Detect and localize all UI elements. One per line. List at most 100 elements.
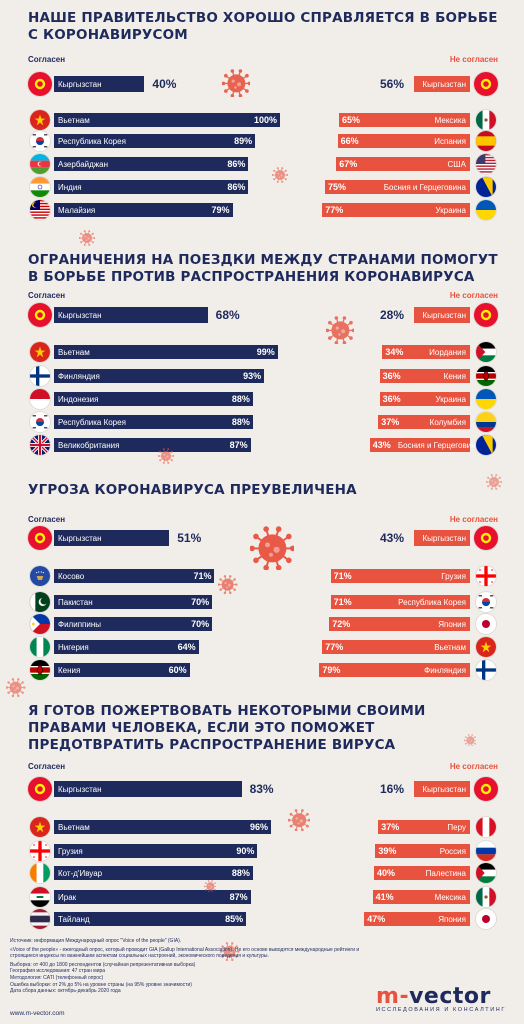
bar-disagree: 47% Япония — [364, 912, 470, 926]
bar-country-name: Украина — [435, 205, 466, 215]
bar-agree: Республика Корея 89% — [54, 134, 256, 148]
bar-country-name: Республика Корея — [58, 136, 126, 146]
bar-value: 79% — [322, 665, 341, 675]
flag-ba — [476, 177, 496, 197]
chart-title: ОГРАНИЧЕНИЯ НА ПОЕЗДКИ МЕЖДУ СТРАНАМИ ПО… — [28, 252, 498, 285]
flag-jo — [476, 342, 496, 362]
bar-country-name: Кыргызстан — [58, 79, 102, 89]
bar-country-name: Босния и Герцеговина — [397, 440, 481, 450]
bar-country-name: Кыргызстан — [58, 533, 102, 543]
bar-disagree: 75% Босния и Герцеговина — [325, 180, 470, 194]
bar-value: 99% — [256, 347, 275, 357]
bar-value: 90% — [236, 846, 255, 856]
flag-ba — [476, 435, 496, 455]
value-kyrgyzstan-agree: 68% — [215, 308, 240, 322]
flag-kr — [476, 592, 496, 612]
coronavirus-icon — [221, 68, 251, 98]
flag-kyrgyzstan — [474, 526, 498, 550]
bar-disagree: 72% Япония — [329, 617, 470, 631]
bar-kyrgyzstan-agree: Кыргызстан — [54, 76, 145, 92]
bar-agree: Великобритания 87% — [54, 438, 251, 452]
bar-agree: Грузия 90% — [54, 844, 258, 858]
bar-value: 40% — [377, 868, 396, 878]
bar-disagree: 77% Вьетнам — [322, 640, 470, 654]
coronavirus-icon — [287, 808, 311, 832]
bar-value: 71% — [193, 571, 212, 581]
bar-value: 60% — [168, 665, 187, 675]
bar-value: 88% — [231, 417, 250, 427]
bar-value: 47% — [367, 914, 386, 924]
flag-kyrgyzstan — [474, 303, 498, 327]
bar-country-name: Мексика — [434, 892, 466, 902]
flag-kyrgyzstan — [474, 777, 498, 801]
bar-country-name: Грузия — [441, 571, 466, 581]
bar-country-name: Мексика — [434, 115, 466, 125]
value-kyrgyzstan-agree: 83% — [249, 782, 274, 796]
bar-country-name: Перу — [447, 822, 466, 832]
bar-agree: Индия 86% — [54, 180, 249, 194]
flag-co — [476, 412, 496, 432]
bar-country-name: Кыргызстан — [422, 79, 466, 89]
disagree-label: Не согласен — [449, 291, 498, 300]
bar-value: 77% — [325, 205, 344, 215]
bar-value: 89% — [234, 136, 253, 146]
value-kyrgyzstan-agree: 40% — [152, 77, 177, 91]
website-link[interactable]: www.m-vector.com — [10, 1010, 65, 1017]
footer-error: Ошибка выборки: от 2% до 5% на уровне ст… — [10, 981, 192, 988]
logo-separator: - — [399, 984, 410, 1009]
bar-country-name: Кот-д'Ивуар — [58, 868, 103, 878]
bar-country-name: Пакистан — [58, 597, 93, 607]
disagree-label: Не согласен — [449, 55, 498, 64]
m-vector-logo: m-vector ИССЛЕДОВАНИЯ И КОНСАЛТИНГ — [376, 984, 516, 1013]
flag-ua — [476, 200, 496, 220]
bar-agree: Вьетнам 99% — [54, 345, 278, 359]
flag-ph — [30, 614, 50, 634]
bar-value: 70% — [191, 619, 210, 629]
bar-country-name: Тайланд — [58, 914, 90, 924]
chart-title: Я ГОТОВ ПОЖЕРТВОВАТЬ НЕКОТОРЫМИ СВОИМИ П… — [28, 703, 426, 753]
bar-kyrgyzstan-agree: Кыргызстан — [54, 307, 208, 323]
bar-country-name: Иордания — [429, 347, 466, 357]
bar-value: 70% — [191, 597, 210, 607]
flag-vn — [30, 110, 50, 130]
bar-disagree: 77% Украина — [322, 203, 470, 217]
flag-pe — [476, 817, 496, 837]
bar-agree: Финляндия 93% — [54, 369, 265, 383]
bar-value: 36% — [382, 371, 401, 381]
flag-kyrgyzstan — [28, 526, 52, 550]
bar-value: 72% — [332, 619, 351, 629]
bar-agree: Азербайджан 86% — [54, 157, 249, 171]
bar-value: 93% — [243, 371, 262, 381]
bar-country-name: Вьетнам — [58, 822, 90, 832]
bar-country-name: Малайзия — [58, 205, 96, 215]
bar-disagree: 34% Иордания — [382, 345, 470, 359]
bar-country-name: Палестина — [425, 868, 466, 878]
bar-country-name: Азербайджан — [58, 159, 109, 169]
coronavirus-icon — [203, 879, 217, 893]
bar-country-name: Кыргызстан — [58, 310, 102, 320]
chart-title: НАШЕ ПРАВИТЕЛЬСТВО ХОРОШО СПРАВЛЯЕТСЯ В … — [28, 10, 498, 43]
footer-source: Источник: информация Международный опрос… — [10, 938, 182, 944]
bar-agree: Кот-д'Ивуар 88% — [54, 866, 253, 880]
flag-jp — [476, 909, 496, 929]
bar-country-name: Индия — [58, 182, 82, 192]
bar-country-name: Кения — [58, 665, 81, 675]
bar-value: 86% — [227, 182, 246, 192]
bar-country-name: Республика Корея — [398, 597, 466, 607]
flag-id — [30, 389, 50, 409]
coronavirus-icon — [79, 230, 95, 246]
bar-agree: Малайзия 79% — [54, 203, 233, 217]
footer-notes: Источник: информация Международный опрос… — [10, 938, 380, 995]
bar-country-name: Филиппины — [58, 619, 101, 629]
bar-disagree: 43% Босния и Герцеговина — [369, 438, 480, 452]
logo-word: vector — [409, 984, 491, 1009]
flag-kyrgyzstan — [28, 777, 52, 801]
agree-label: Согласен — [28, 291, 66, 300]
bar-agree: Пакистан 70% — [54, 595, 213, 609]
agree-label: Согласен — [28, 55, 66, 64]
bar-value: 34% — [385, 347, 404, 357]
flag-ke — [476, 366, 496, 386]
value-kyrgyzstan-disagree: 43% — [380, 531, 405, 545]
bar-kyrgyzstan-agree: Кыргызстан — [54, 781, 242, 797]
bar-country-name: Кыргызстан — [58, 784, 102, 794]
